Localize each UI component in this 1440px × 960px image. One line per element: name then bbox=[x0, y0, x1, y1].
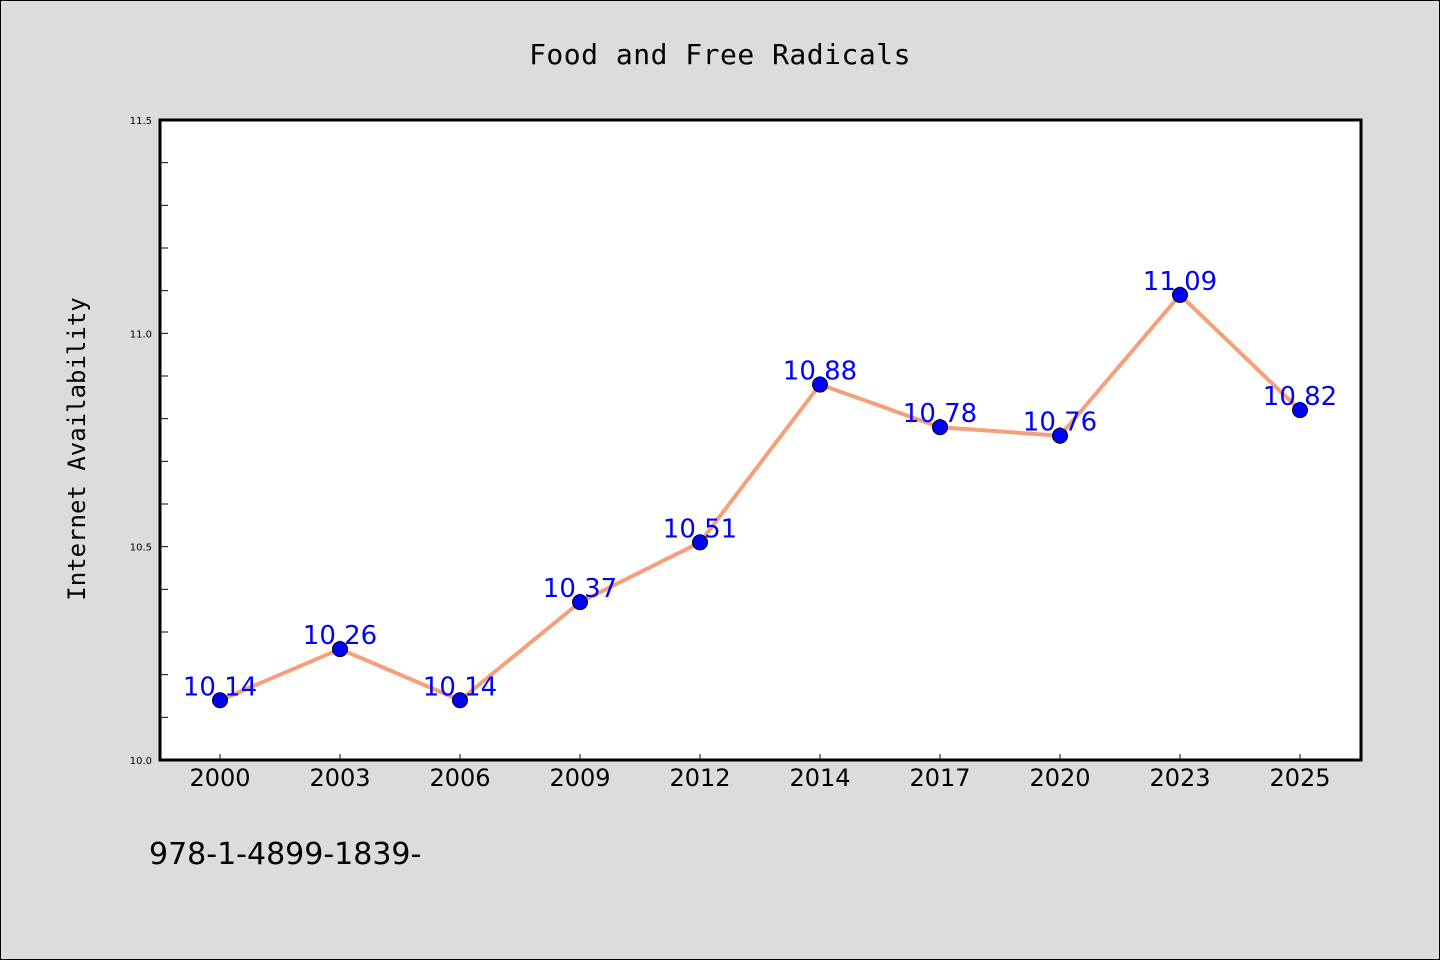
data-label: 10.76 bbox=[1023, 408, 1097, 438]
data-label: 10.14 bbox=[183, 672, 257, 702]
x-tick-label: 2009 bbox=[549, 764, 610, 792]
data-point bbox=[932, 419, 948, 436]
data-label: 10.51 bbox=[663, 514, 737, 544]
x-tick-label: 2023 bbox=[1149, 764, 1210, 792]
x-axis: 2000 2003 2006 2009 2012 2014 2017 2020 2023 2025 bbox=[189, 754, 1331, 792]
data-point bbox=[452, 692, 468, 709]
series-line bbox=[218, 292, 1302, 703]
data-point bbox=[212, 692, 228, 709]
data-label: 10.88 bbox=[783, 357, 857, 387]
data-point bbox=[572, 594, 588, 611]
data-label: 10.14 bbox=[423, 672, 497, 702]
x-tick-label: 2014 bbox=[789, 764, 850, 792]
y-tick-label: 11.0 bbox=[130, 329, 152, 340]
chart-title: Food and Free Radicals bbox=[529, 38, 911, 71]
data-point bbox=[1052, 427, 1068, 444]
data-label: 10.37 bbox=[543, 574, 617, 604]
y-axis-label: Internet Availability bbox=[63, 297, 91, 600]
x-tick-label: 2006 bbox=[429, 764, 490, 792]
data-point bbox=[1292, 402, 1308, 419]
data-label: 11.09 bbox=[1143, 267, 1217, 297]
y-tick-label: 10.0 bbox=[130, 756, 152, 767]
data-point bbox=[332, 641, 348, 658]
x-tick-label: 2003 bbox=[309, 764, 370, 792]
x-tick-label: 2012 bbox=[669, 764, 730, 792]
x-tick-label: 2000 bbox=[189, 764, 250, 792]
data-point bbox=[812, 376, 828, 393]
x-tick-label: 2020 bbox=[1029, 764, 1090, 792]
data-label: 10.26 bbox=[303, 621, 377, 651]
y-tick-label: 11.5 bbox=[130, 116, 152, 127]
data-label: 10.82 bbox=[1263, 382, 1337, 412]
data-series: 10.14 10.26 10.14 10.37 10.51 10.88 10.78 10.76… bbox=[183, 267, 1337, 709]
y-axis: 10.0 10.5 11.0 11.5 bbox=[130, 116, 168, 767]
footer-text: 978-1-4899-1839- bbox=[149, 837, 421, 872]
y-tick-label: 10.5 bbox=[130, 543, 152, 554]
x-tick-label: 2017 bbox=[909, 764, 970, 792]
plot-area bbox=[158, 118, 1363, 762]
x-tick-label: 2025 bbox=[1269, 764, 1330, 792]
data-point bbox=[692, 534, 708, 551]
data-label: 10.78 bbox=[903, 399, 977, 429]
data-point bbox=[1172, 286, 1188, 303]
